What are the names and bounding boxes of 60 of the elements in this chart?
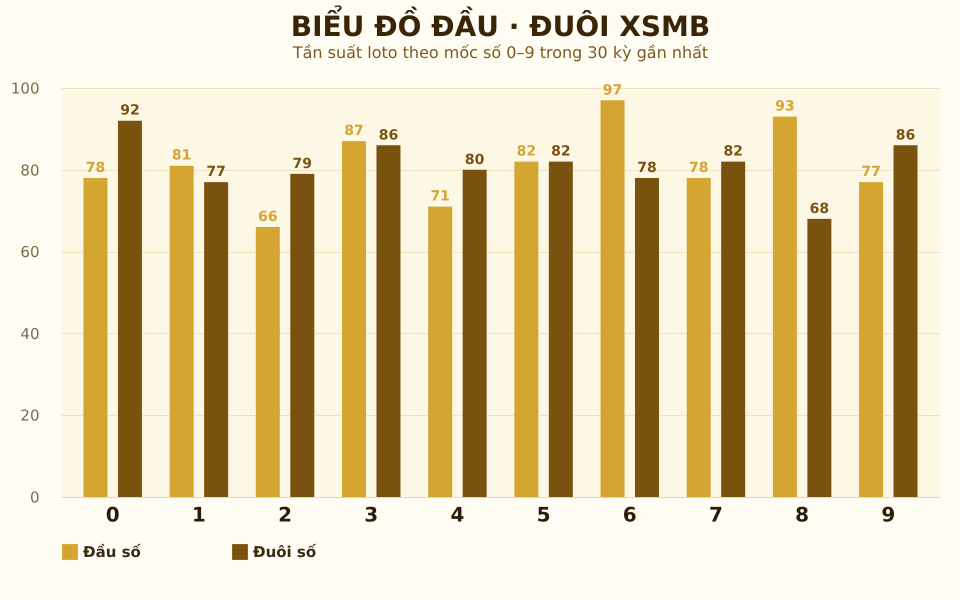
data-label: 79 (292, 156, 312, 172)
chart-title: BIỂU ĐỒ ĐẦU · ĐUÔI XSMB (290, 5, 710, 43)
data-label: 82 (551, 144, 571, 160)
bar (548, 162, 573, 497)
x-tick-label: 0 (106, 502, 120, 526)
data-label: 81 (172, 148, 192, 164)
data-label: 86 (896, 127, 916, 144)
bar (514, 162, 538, 497)
data-label: 80 (464, 152, 485, 168)
y-tick-label: 80 (20, 161, 40, 180)
y-tick-label: 60 (20, 243, 40, 262)
bar (118, 120, 142, 497)
bar (600, 100, 625, 497)
y-tick-label: 40 (20, 324, 40, 343)
bar (376, 145, 400, 497)
data-label: 82 (723, 144, 743, 160)
bar (635, 178, 659, 497)
bar (428, 206, 452, 497)
x-tick-label: 8 (795, 502, 810, 526)
x-tick-label: 5 (536, 502, 551, 526)
data-label: 93 (775, 98, 795, 115)
data-label: 86 (378, 127, 398, 144)
data-label: 97 (602, 82, 622, 98)
bar (342, 141, 366, 497)
legend-label: Đầu số (83, 543, 142, 561)
data-label: 87 (344, 123, 364, 140)
data-label: 66 (258, 209, 278, 226)
bar (290, 174, 314, 497)
bar (83, 178, 108, 497)
y-tick-label: 100 (10, 80, 40, 98)
bar (462, 170, 487, 497)
data-label: 78 (688, 160, 708, 176)
x-tick-label: 7 (708, 502, 723, 526)
x-tick-label: 6 (622, 502, 637, 526)
bar (807, 218, 832, 497)
data-label: 78 (637, 160, 657, 176)
data-label: 71 (430, 188, 450, 205)
bar (170, 166, 194, 497)
bar (721, 162, 746, 497)
bar (204, 182, 228, 497)
x-tick-label: 1 (192, 502, 206, 526)
bar (686, 178, 711, 497)
bar (772, 116, 797, 497)
x-tick-label: 9 (881, 502, 896, 526)
y-tick-label: 0 (30, 488, 40, 506)
bar (859, 182, 884, 497)
bar (894, 145, 918, 497)
legend-label: Đuôi số (253, 543, 317, 561)
x-tick-label: 4 (450, 502, 464, 526)
data-label: 78 (86, 160, 106, 176)
x-tick-label: 2 (278, 502, 292, 526)
bar (256, 227, 280, 497)
x-tick-label: 3 (364, 502, 378, 526)
data-label: 77 (206, 164, 226, 180)
data-label: 92 (120, 102, 140, 119)
data-label: 77 (861, 164, 881, 180)
data-label: 68 (810, 200, 830, 217)
y-tick-label: 20 (20, 406, 40, 425)
data-label: 82 (516, 144, 536, 160)
chart-subtitle: Tần suất loto theo mốc số 0–9 trong 30 kỳ gần nhất (292, 43, 708, 62)
